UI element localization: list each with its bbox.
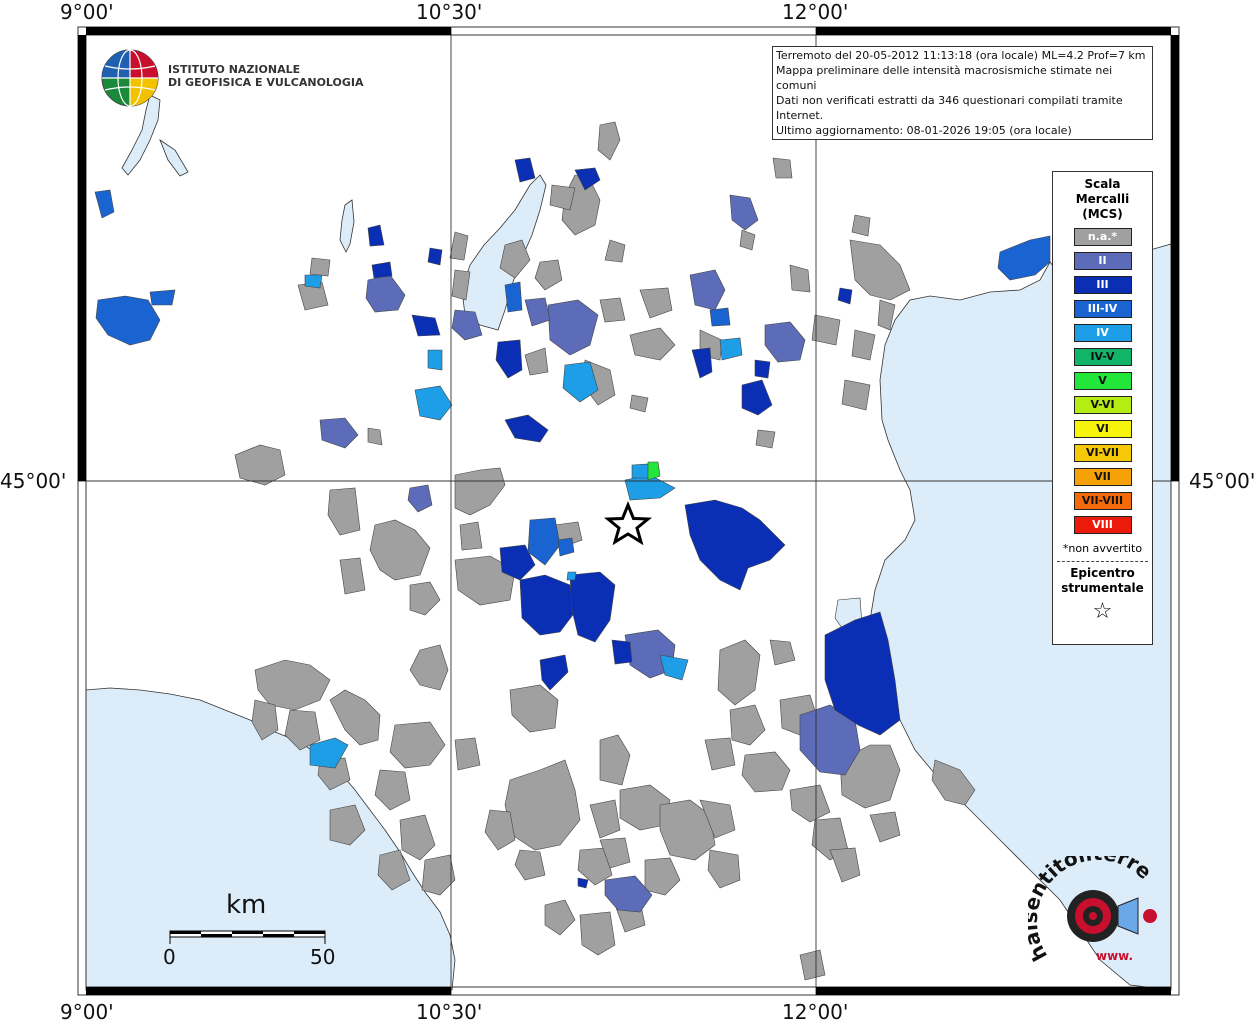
legend-title-line3: (MCS) — [1082, 207, 1123, 221]
legend-epicenter-line1: Epicentro — [1070, 566, 1135, 580]
ingv-name-line2: DI GEOFISICA E VULCANOLOGIA — [168, 76, 364, 89]
legend-title-line2: Mercalli — [1075, 192, 1130, 206]
legend-swatch: V — [1073, 372, 1132, 390]
coord-left-lat: 45°00' — [0, 469, 67, 493]
info-line-3: Dati non verificati estratti da 346 ques… — [776, 94, 1123, 122]
legend-swatch: II — [1073, 252, 1132, 270]
legend-title-line1: Scala — [1084, 177, 1121, 191]
comuni-III-IV — [94, 189, 1051, 566]
legend-star-icon: ☆ — [1092, 599, 1113, 624]
scale-unit: km — [226, 890, 267, 920]
coord-bottom-3: 12°00' — [782, 1000, 849, 1024]
comuni-II — [319, 194, 861, 913]
haisentito-logo-icon: haisentitoilterremoto.it www. — [1028, 856, 1157, 965]
scale-start: 0 — [163, 945, 176, 969]
ingv-logo-icon — [101, 49, 159, 107]
coord-top-3: 12°00' — [782, 0, 849, 24]
scale-bar — [169, 930, 326, 944]
coord-right-lat: 45°00' — [1189, 469, 1255, 493]
comuni-III — [367, 157, 901, 889]
legend-swatch: VII — [1073, 468, 1132, 486]
legend-separator — [1057, 561, 1148, 562]
coord-top-1: 9°00' — [60, 0, 114, 24]
epicenter-star — [603, 501, 653, 546]
legend-swatch: VI-VII — [1073, 444, 1132, 462]
legend-swatch: VI — [1073, 420, 1132, 438]
legend-epicenter-line2: strumentale — [1061, 581, 1144, 595]
comuni-polygons — [94, 99, 1051, 981]
lake-como — [121, 94, 189, 177]
graticule — [78, 27, 1179, 995]
legend-swatch: VII-VIII — [1073, 492, 1132, 510]
legend-swatch: III — [1073, 276, 1132, 294]
legend-swatch: n.a.* — [1073, 228, 1132, 246]
mcs-legend: Scala Mercalli (MCS) n.a.* II III III-IV IV I… — [1052, 171, 1153, 645]
legend-swatch: VIII — [1073, 516, 1132, 534]
legend-items: n.a.* II III III-IV IV IV-V V V-VI VI VI-VII VII VI… — [1053, 228, 1152, 534]
map-frame — [77, 26, 1180, 996]
comuni-V — [647, 461, 661, 481]
ingv-name-line1: ISTITUTO NAZIONALE — [168, 63, 301, 76]
legend-title: Scala Mercalli (MCS) — [1053, 177, 1152, 222]
info-line-2: Mappa preliminare delle intensità macros… — [776, 64, 1113, 92]
legend-swatch: III-IV — [1073, 300, 1132, 318]
lake-iseo — [339, 199, 355, 253]
legend-note: *non avvertito — [1062, 542, 1143, 555]
coord-bottom-2: 10°30' — [416, 1000, 483, 1024]
ligurian-sea — [85, 687, 456, 991]
ingv-name: ISTITUTO NAZIONALE DI GEOFISICA E VULCAN… — [168, 63, 364, 89]
legend-swatch: V-VI — [1073, 396, 1132, 414]
haisentito-www: www. — [1096, 949, 1133, 963]
legend-epicenter-title: Epicentro strumentale — [1053, 566, 1152, 596]
coord-bottom-1: 9°00' — [60, 1000, 114, 1024]
scale-end: 50 — [310, 945, 336, 969]
event-info-box: Terremoto del 20-05-2012 11:13:18 (ora l… — [772, 46, 1153, 140]
info-line-4: Ultimo aggiornamento: 08-01-2026 19:05 (… — [776, 124, 1072, 137]
legend-swatch: IV-V — [1073, 348, 1132, 366]
info-line-1: Terremoto del 20-05-2012 11:13:18 (ora l… — [776, 49, 1146, 62]
coord-top-2: 10°30' — [416, 0, 483, 24]
legend-swatch: IV — [1073, 324, 1132, 342]
